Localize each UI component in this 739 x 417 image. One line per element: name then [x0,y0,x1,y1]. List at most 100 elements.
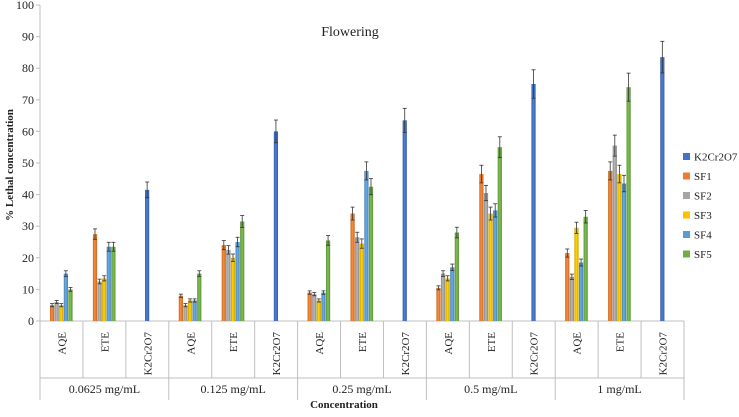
bar-sf4 [235,242,240,321]
group-label: 0.125 mg/mL [201,382,266,396]
bar-sf5 [68,289,73,321]
legend-swatch-sf3 [683,211,690,219]
bar-sf3 [316,300,321,321]
x-tick-label: AQE [443,332,455,355]
bar-sf5 [497,147,502,321]
y-tick-label: 100 [16,0,34,12]
legend-swatch-sf1 [683,172,690,180]
chart-title: Flowering [321,25,379,40]
bar-sf1 [608,170,613,321]
bar-sf3 [102,278,107,321]
x-tick-label: AQE [572,332,584,355]
y-tick-label: 50 [22,156,34,170]
x-tick-label: K2Cr2O7 [400,332,412,376]
bar-sf1 [565,253,570,321]
legend-label-sf2: SF2 [694,191,712,203]
bar-k2cr2o7 [402,120,407,321]
x-tick-label: AQE [314,332,326,355]
bar-sf4 [192,300,197,321]
y-tick-label: 80 [22,61,34,75]
x-tick-label: AQE [185,332,197,355]
bar-sf1 [436,287,441,321]
bar-sf2 [312,294,317,321]
bar-sf1 [307,292,312,321]
bar-sf3 [230,257,236,321]
y-tick-label: 60 [22,124,34,138]
y-axis-title: % Lethal concentration [4,109,16,221]
legend-label-sf4: SF4 [694,230,712,242]
bar-sf5 [583,216,588,321]
bar-sf3 [59,305,64,321]
bar-sf5 [626,87,631,321]
bar-sf2 [54,302,59,321]
bar-sf3 [617,174,622,321]
bar-sf5 [197,273,202,321]
y-tick-label: 90 [22,30,34,44]
x-tick-label: ETE [486,332,498,352]
legend-swatch-sf2 [683,192,690,199]
bar-sf4 [63,273,68,321]
x-axis-title: Concentration [310,399,378,411]
bar-sf3 [488,213,493,321]
group-label: 1 mg/mL [597,382,641,396]
y-tick-label: 40 [22,188,34,202]
bar-sf4 [493,210,498,321]
bar-sf3 [359,243,364,321]
bar-sf3 [187,300,193,321]
bar-sf2 [97,281,102,321]
legend-label-k2cr2o7: K2Cr2O7 [694,152,738,164]
legend: K2Cr2O7 SF1 SF2 SF3 SF4 SF5 [683,152,738,261]
bar-sf1 [479,174,484,321]
bar-sf2 [183,305,188,321]
bar-k2cr2o7 [660,57,665,321]
legend-swatch-sf5 [683,250,690,258]
y-tick-label: 0 [28,314,34,328]
legend-swatch-k2cr2o7 [683,153,690,160]
bar-sf5 [325,240,331,321]
x-tick-label: K2Cr2O7 [529,332,541,376]
bar-sf2 [612,145,617,321]
bar-sf2 [440,273,446,321]
bar-sf1 [92,234,98,321]
bar-sf4 [321,292,326,321]
bar-sf5 [240,221,245,321]
x-tick-label: K2Cr2O7 [271,332,283,376]
legend-swatch-sf4 [683,231,690,238]
bar-sf2 [226,249,231,321]
legend-label-sf1: SF1 [694,171,712,183]
bar-sf4 [578,262,584,321]
y-tick-label: 10 [22,282,34,296]
x-tick-label: AQE [56,332,68,355]
bar-sf5 [111,246,116,321]
group-label: 0.25 mg/mL [332,382,391,396]
x-tick-label: ETE [357,332,369,352]
bar-sf2 [355,237,360,321]
bar-sf4 [106,246,111,321]
bar-sf1 [178,295,183,321]
legend-label-sf5: SF5 [694,249,712,261]
x-tick-label: ETE [228,332,240,352]
bar-k2cr2o7 [145,189,150,321]
group-label: 0.0625 mg/mL [69,382,140,396]
bar-sf5 [454,232,459,321]
y-tick-label: 70 [22,93,34,107]
bar-k2cr2o7 [531,84,536,321]
bar-sf1 [49,305,55,321]
y-tick-label: 30 [22,219,34,233]
bar-sf1 [350,213,355,321]
bar-sf4 [450,267,455,321]
y-tick-label: 20 [22,251,34,265]
bar-sf3 [574,227,579,321]
legend-label-sf3: SF3 [694,210,712,222]
bar-sf5 [368,186,374,321]
bar-sf2 [569,276,574,321]
x-tick-label: K2Cr2O7 [142,332,154,376]
bar-sf4 [364,170,369,321]
bar-sf4 [621,183,627,321]
bar-sf2 [483,193,489,321]
x-tick-label: K2Cr2O7 [658,332,670,376]
x-tick-label: ETE [99,332,111,352]
